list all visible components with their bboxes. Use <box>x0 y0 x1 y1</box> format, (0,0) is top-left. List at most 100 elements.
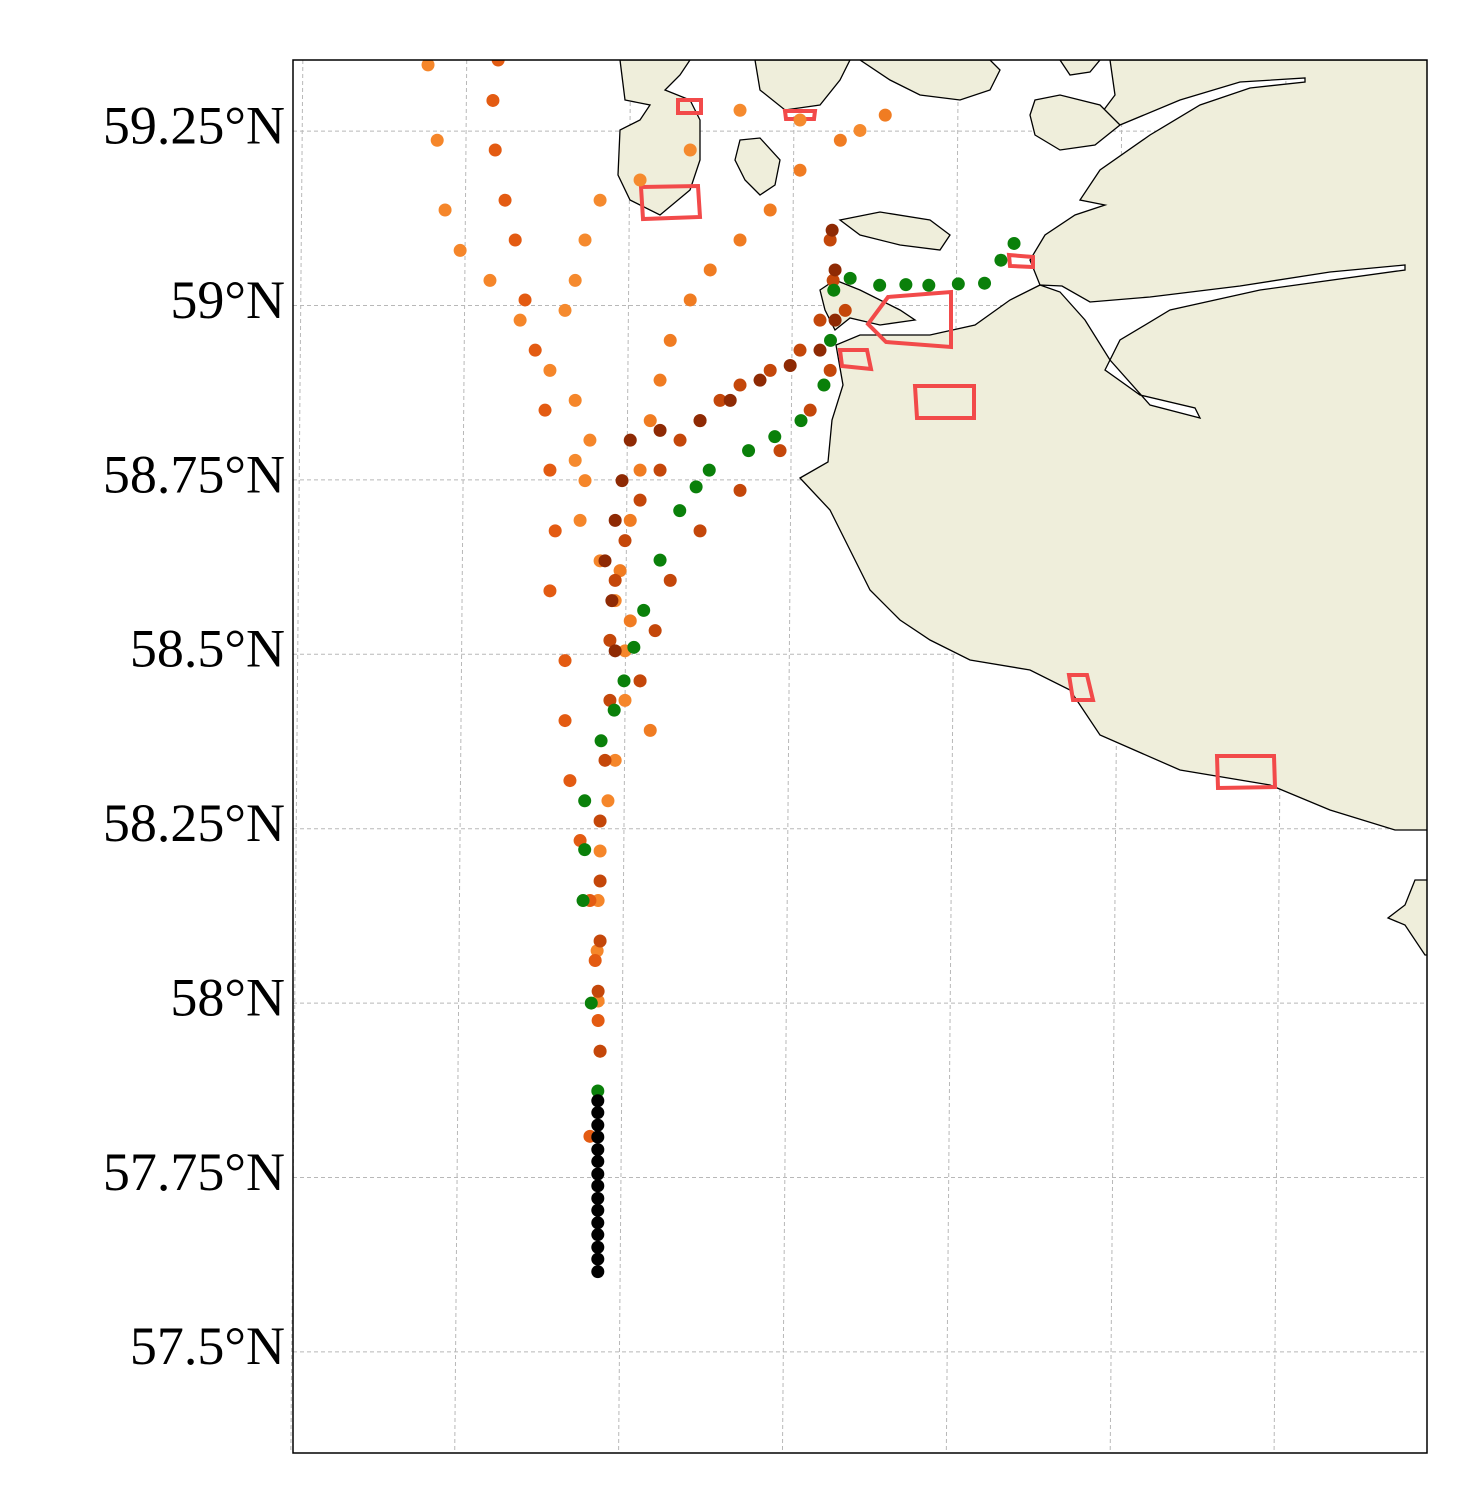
y-tick-label: 58.25°N <box>103 793 285 853</box>
track-point <box>794 414 808 428</box>
track-point <box>593 193 607 207</box>
track-point <box>733 233 747 247</box>
track-point <box>607 703 621 717</box>
track-point <box>430 133 444 147</box>
track-point <box>824 333 838 347</box>
track-point <box>608 513 622 527</box>
zone <box>676 98 703 115</box>
track-point <box>594 734 608 748</box>
grid-line <box>618 59 632 1454</box>
track-point <box>591 1252 605 1266</box>
zone <box>1006 252 1035 270</box>
track-point <box>578 843 592 857</box>
track-point <box>491 60 505 67</box>
track-point <box>723 393 737 407</box>
zone <box>782 109 818 121</box>
track-point <box>817 378 831 392</box>
track-point <box>483 273 497 287</box>
track-point <box>584 996 598 1010</box>
track-point <box>803 403 817 417</box>
track-point <box>693 524 707 538</box>
track-point <box>826 273 840 287</box>
track-point <box>653 553 667 567</box>
land <box>838 211 951 251</box>
land <box>1386 879 1427 956</box>
track-point <box>689 480 703 494</box>
track-point <box>591 1216 605 1230</box>
track-point <box>823 363 837 377</box>
track-point <box>590 944 604 958</box>
track-point <box>813 343 827 357</box>
track-point <box>763 203 777 217</box>
track-point <box>591 1240 605 1254</box>
track-point <box>591 1191 605 1205</box>
y-axis: 59.25°N 59°N 58.75°N 58.5°N 58.25°N 58°N 57.75… <box>103 96 285 1377</box>
track-point <box>623 513 637 527</box>
y-tick-label: 58.75°N <box>103 444 285 504</box>
track-point <box>591 1084 605 1098</box>
track-point <box>623 433 637 447</box>
track-point <box>733 103 747 117</box>
y-tick-label: 57.75°N <box>103 1142 285 1202</box>
track-point <box>613 564 627 578</box>
track-point <box>733 378 747 392</box>
track-point <box>588 954 602 968</box>
track-point <box>643 414 657 428</box>
track-point <box>591 1265 605 1279</box>
track-point <box>793 343 807 357</box>
track-point <box>637 603 651 617</box>
track-point <box>558 714 572 728</box>
track-point <box>663 573 677 587</box>
track-point <box>853 123 867 137</box>
land <box>1029 94 1121 151</box>
track-point <box>768 430 782 444</box>
track-point <box>591 1203 605 1217</box>
track-point <box>773 444 787 458</box>
track-point <box>593 934 607 948</box>
zone <box>912 384 976 420</box>
track-point <box>543 363 557 377</box>
track-point <box>593 814 607 828</box>
track-point <box>568 453 582 467</box>
track-point <box>648 624 662 638</box>
land <box>1059 60 1101 76</box>
track-point <box>615 474 629 488</box>
track-point <box>633 173 647 187</box>
track-point <box>518 293 532 307</box>
track-point <box>617 674 631 688</box>
y-tick-label: 59.25°N <box>103 96 285 156</box>
track-point <box>683 143 697 157</box>
track-point <box>623 614 637 628</box>
track-point <box>793 163 807 177</box>
land <box>734 137 781 196</box>
track-point <box>843 271 857 285</box>
zone <box>865 289 953 350</box>
track-point <box>488 143 502 157</box>
track-point <box>608 753 622 767</box>
track-point <box>583 433 597 447</box>
track-point <box>513 313 527 327</box>
track-point <box>591 1167 605 1181</box>
track-point <box>605 594 619 608</box>
grid-line <box>945 59 959 1454</box>
track-point <box>601 794 615 808</box>
track-point <box>453 243 467 257</box>
track-point <box>703 263 717 277</box>
track-point <box>591 1228 605 1242</box>
tracks <box>421 60 1021 1279</box>
track-point <box>593 1044 607 1058</box>
track-point <box>825 223 839 237</box>
zone <box>1066 673 1096 702</box>
track-point <box>733 483 747 497</box>
zone <box>638 183 703 222</box>
track-point <box>578 474 592 488</box>
track-point <box>591 1014 605 1028</box>
track-point <box>742 444 756 458</box>
track-point <box>713 393 727 407</box>
track-point <box>653 463 667 477</box>
track-point <box>528 343 542 357</box>
track-point <box>673 433 687 447</box>
track-point <box>828 313 842 327</box>
grid-line <box>290 59 304 1454</box>
